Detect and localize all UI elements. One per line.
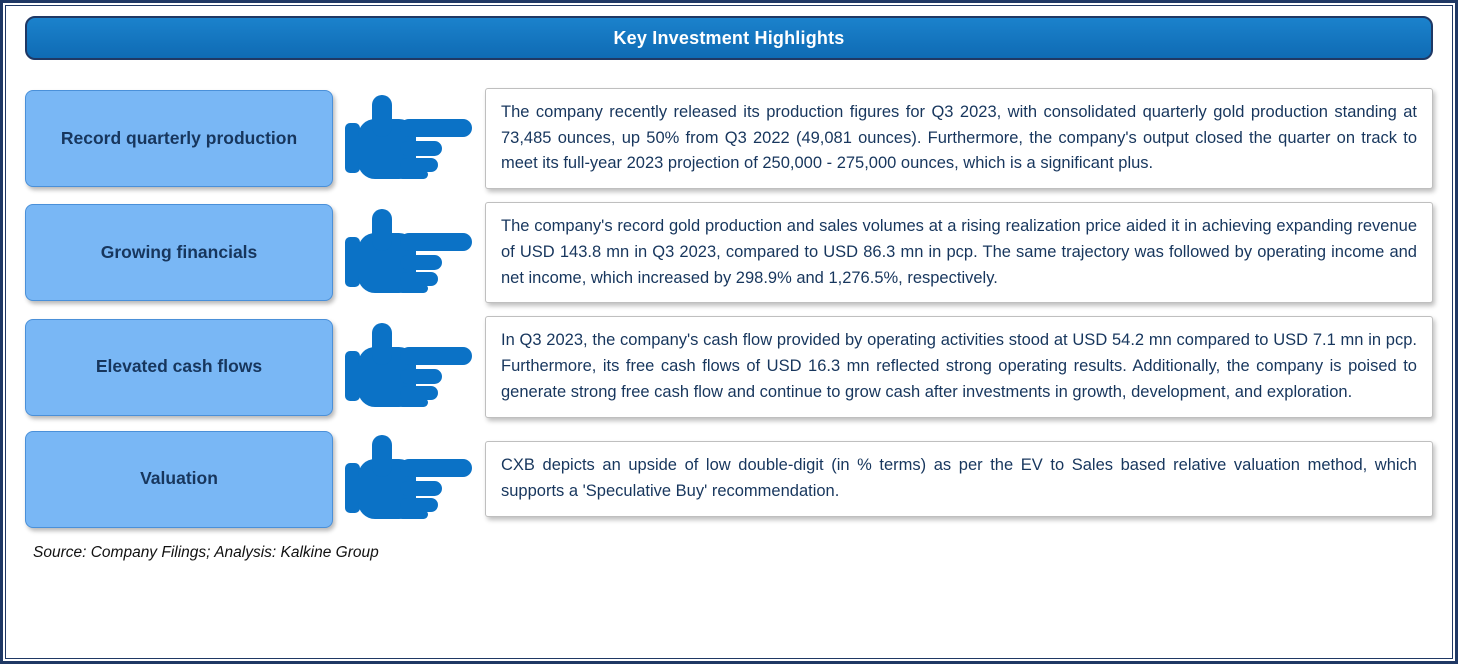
- highlight-description: In Q3 2023, the company's cash flow prov…: [485, 316, 1433, 418]
- highlight-description: The company's record gold production and…: [485, 202, 1433, 304]
- highlight-row: Valuation CXB depicts an upside of low d…: [25, 430, 1433, 528]
- highlight-label-box: Growing financials: [25, 204, 333, 302]
- highlight-row: Growing financials The company's record …: [25, 202, 1433, 304]
- highlight-row: Record quarterly production The company …: [25, 88, 1433, 190]
- source-note: Source: Company Filings; Analysis: Kalki…: [33, 543, 379, 561]
- pointing-hand-icon: [333, 207, 485, 299]
- highlight-label: Elevated cash flows: [95, 356, 263, 377]
- highlight-label-box: Elevated cash flows: [25, 318, 333, 416]
- highlight-label: Growing financials: [100, 241, 258, 262]
- pointing-hand-icon: [333, 433, 485, 525]
- highlight-row: Elevated cash flows In Q3 2023, the comp…: [25, 316, 1433, 418]
- page-title-bar: Key Investment Highlights: [25, 16, 1433, 60]
- highlight-label-box: Valuation: [25, 430, 333, 528]
- pointing-hand-icon: [333, 93, 485, 185]
- page-title: Key Investment Highlights: [613, 27, 845, 48]
- highlight-label: Record quarterly production: [60, 127, 298, 148]
- highlight-description: The company recently released its produc…: [485, 88, 1433, 190]
- highlights-list: Record quarterly production The company …: [25, 88, 1433, 528]
- highlight-description: CXB depicts an upside of low double-digi…: [485, 441, 1433, 517]
- highlight-label-box: Record quarterly production: [25, 90, 333, 188]
- pointing-hand-icon: [333, 321, 485, 413]
- highlight-label: Valuation: [140, 468, 218, 489]
